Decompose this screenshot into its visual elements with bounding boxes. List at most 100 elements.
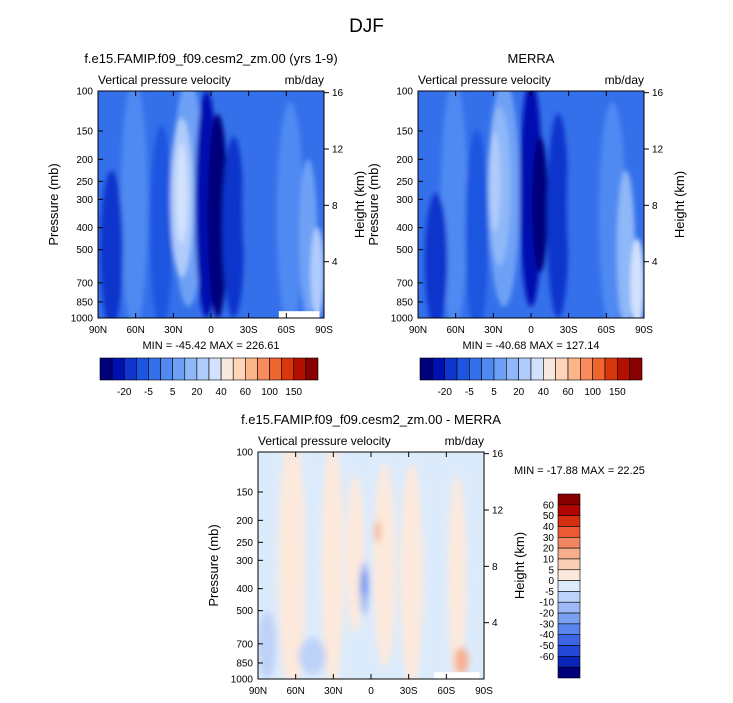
y2-tick-label: 16 [332, 88, 344, 99]
field-contour [242, 102, 270, 307]
colorbar-label: 150 [609, 387, 626, 398]
x-tick-label: 60S [597, 325, 615, 336]
y-axis-label: Pressure (mb) [366, 163, 381, 245]
colorbar-swatch [557, 634, 581, 646]
x-tick-label: 30N [324, 686, 342, 697]
colorbar-swatch [557, 580, 581, 592]
colorbar-swatch [257, 357, 270, 381]
y-tick-label: 250 [236, 538, 253, 549]
colorbar-swatch [123, 357, 137, 381]
colorbar-label: -10 [540, 598, 555, 609]
colorbar-swatch [557, 536, 581, 549]
colorbar-label: -5 [545, 587, 554, 598]
colorbar-swatch [269, 357, 282, 381]
field-contour [222, 136, 245, 318]
field-contour [175, 143, 188, 244]
colorbar-swatch [99, 357, 113, 381]
colorbar-label: 150 [285, 387, 302, 398]
y-tick-label: 100 [76, 87, 93, 98]
field-contour [465, 129, 489, 318]
colorbar-swatch [592, 357, 606, 381]
x-tick-label: 60S [437, 686, 455, 697]
colorbar: -20 -5 5 20 40 60 100 150 [99, 357, 319, 398]
y2-tick-label: 8 [332, 201, 338, 212]
colorbar-label: 40 [543, 522, 555, 533]
x-tick-label: 0 [368, 686, 374, 697]
x-tick-label: 90S [635, 325, 653, 336]
colorbar-label: -30 [540, 619, 555, 630]
colorbar-label: 5 [170, 387, 176, 398]
chart-title: MERRA [508, 51, 555, 66]
x-tick-label: 30S [560, 325, 578, 336]
y-tick-label: 850 [76, 297, 93, 308]
field-contour [489, 131, 501, 232]
field-contour [276, 102, 304, 318]
heatmap-field [418, 91, 644, 318]
colorbar-swatch [160, 357, 173, 381]
x-tick-label: 90N [89, 325, 107, 336]
colorbar-swatch [555, 357, 569, 381]
colorbar-swatch [220, 357, 234, 381]
y-tick-label: 400 [396, 223, 413, 234]
colorbar-swatch [557, 547, 581, 560]
colorbar-label: 0 [548, 576, 554, 587]
colorbar-label: 40 [216, 387, 228, 398]
chart-left-label: Vertical pressure velocity [418, 73, 551, 87]
field-blobs [100, 91, 324, 318]
missing-data-region [278, 311, 320, 318]
colorbar-swatch [557, 666, 581, 679]
x-tick-label: 90N [249, 686, 267, 697]
stats-text: MIN = -40.68 MAX = 127.14 [463, 340, 600, 352]
y-tick-label: 400 [236, 584, 253, 595]
colorbar-swatch [557, 601, 581, 614]
colorbar-swatch [506, 357, 519, 381]
y2-axis-label: Height (km) [512, 532, 527, 599]
colorbar-swatch [419, 357, 433, 381]
colorbar-label: 100 [584, 387, 601, 398]
page-title: DJF [349, 16, 384, 37]
chart-left-label: Vertical pressure velocity [98, 73, 231, 87]
colorbar-swatch [493, 357, 507, 381]
colorbar-label: -5 [144, 387, 153, 398]
field-contour [278, 452, 306, 679]
colorbar-swatch [245, 357, 258, 381]
x-tick-label: 30N [484, 325, 502, 336]
colorbar-swatch [557, 591, 581, 603]
y-tick-label: 150 [236, 487, 253, 498]
x-tick-label: 30S [240, 325, 258, 336]
field-contour [400, 463, 423, 679]
field-contour [454, 647, 469, 675]
y-tick-label: 1000 [231, 675, 254, 686]
colorbar-swatch [208, 357, 222, 381]
y-tick-label: 150 [76, 126, 93, 137]
colorbar-swatch [172, 357, 186, 381]
y2-tick-label: 4 [332, 257, 338, 268]
colorbar-label: 20 [543, 544, 555, 555]
field-blobs [258, 452, 469, 679]
y-tick-label: 300 [236, 556, 253, 567]
colorbar-swatch [557, 515, 581, 527]
y2-tick-label: 12 [492, 505, 504, 516]
field-contour [440, 91, 468, 318]
y2-axis-label: Height (km) [672, 171, 687, 238]
colorbar-label: 30 [543, 533, 555, 544]
field-contour [149, 125, 173, 318]
x-tick-label: 90N [409, 325, 427, 336]
y-tick-label: 850 [236, 658, 253, 669]
y-tick-label: 700 [396, 278, 413, 289]
field-contour [100, 170, 123, 318]
y-tick-label: 1000 [391, 314, 414, 325]
colorbar-swatch [111, 357, 125, 381]
y2-tick-label: 16 [492, 449, 504, 460]
colorbar-label: -20 [117, 387, 132, 398]
y-axis-label: Pressure (mb) [206, 524, 221, 606]
colorbar-label: -40 [540, 630, 555, 641]
y2-tick-label: 16 [652, 88, 664, 99]
colorbar-label: -50 [540, 641, 555, 652]
colorbar-swatch [557, 569, 581, 581]
field-contour [424, 193, 448, 318]
colorbar-swatch [432, 357, 445, 381]
field-contour [630, 238, 644, 318]
